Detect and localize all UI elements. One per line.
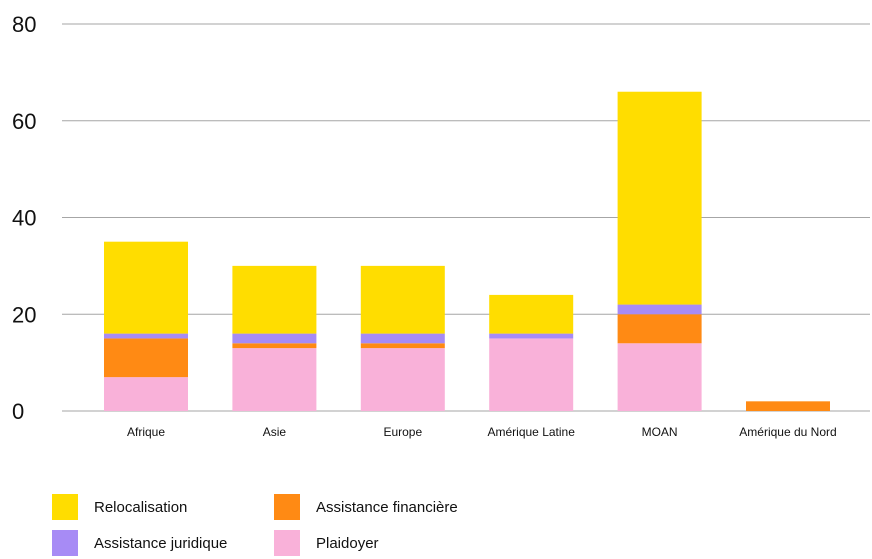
legend-swatch-assistance-juridique	[52, 530, 78, 556]
x-tick-label: Amérique du Nord	[739, 425, 836, 439]
bars	[104, 91, 830, 411]
y-tick-label: 20	[12, 302, 36, 327]
bar-segment	[360, 333, 445, 344]
y-axis-ticks: 0 20 40 60 80	[12, 12, 36, 424]
legend-item-relocalisation: Relocalisation	[52, 494, 187, 520]
x-tick-label: Amérique Latine	[488, 425, 576, 439]
y-tick-label: 80	[12, 12, 36, 37]
legend-swatch-assistance-financiere	[274, 494, 300, 520]
bar-segment	[104, 377, 188, 411]
legend-item-assistance-juridique: Assistance juridique	[52, 530, 227, 556]
bar-segment	[617, 314, 702, 344]
bar-segment	[489, 294, 574, 334]
bar-segment	[104, 333, 188, 339]
bar-segment	[617, 304, 702, 315]
x-axis-ticks: Afrique Asie Europe Amérique Latine MOAN Amér…	[127, 425, 837, 439]
x-tick-label: Asie	[263, 425, 287, 439]
bar-segment	[489, 338, 574, 411]
x-tick-label: Afrique	[127, 425, 165, 439]
bar-segment	[360, 343, 445, 349]
y-tick-label: 40	[12, 206, 36, 231]
legend-label-assistance-financiere: Assistance financière	[316, 498, 458, 516]
legend-label-assistance-juridique: Assistance juridique	[94, 534, 228, 552]
bar-segment	[746, 401, 830, 411]
bar-segment	[617, 91, 702, 305]
bar-segment	[360, 265, 445, 334]
grid-lines	[62, 23, 870, 412]
bar-segment	[232, 343, 317, 349]
x-tick-label: MOAN	[642, 425, 678, 439]
x-tick-label: Europe	[383, 425, 422, 439]
y-tick-label: 60	[12, 109, 36, 134]
legend-swatch-plaidoyer	[274, 530, 300, 556]
legend: Relocalisation Assistance financière Ass…	[52, 494, 612, 556]
bar-segment	[232, 265, 317, 334]
bar-segment	[617, 343, 702, 411]
bar-segment	[360, 348, 445, 411]
bar-segment	[104, 241, 188, 334]
bar-segment	[104, 338, 188, 378]
legend-item-plaidoyer: Plaidoyer	[274, 530, 379, 556]
legend-item-assistance-financiere: Assistance financière	[274, 494, 458, 520]
bar-segment	[232, 348, 317, 411]
bar-segment	[232, 333, 317, 344]
legend-label-relocalisation: Relocalisation	[94, 498, 188, 516]
y-tick-label: 0	[12, 399, 24, 424]
legend-label-plaidoyer: Plaidoyer	[316, 534, 379, 552]
legend-swatch-relocalisation	[52, 494, 78, 520]
bar-segment	[489, 333, 574, 339]
